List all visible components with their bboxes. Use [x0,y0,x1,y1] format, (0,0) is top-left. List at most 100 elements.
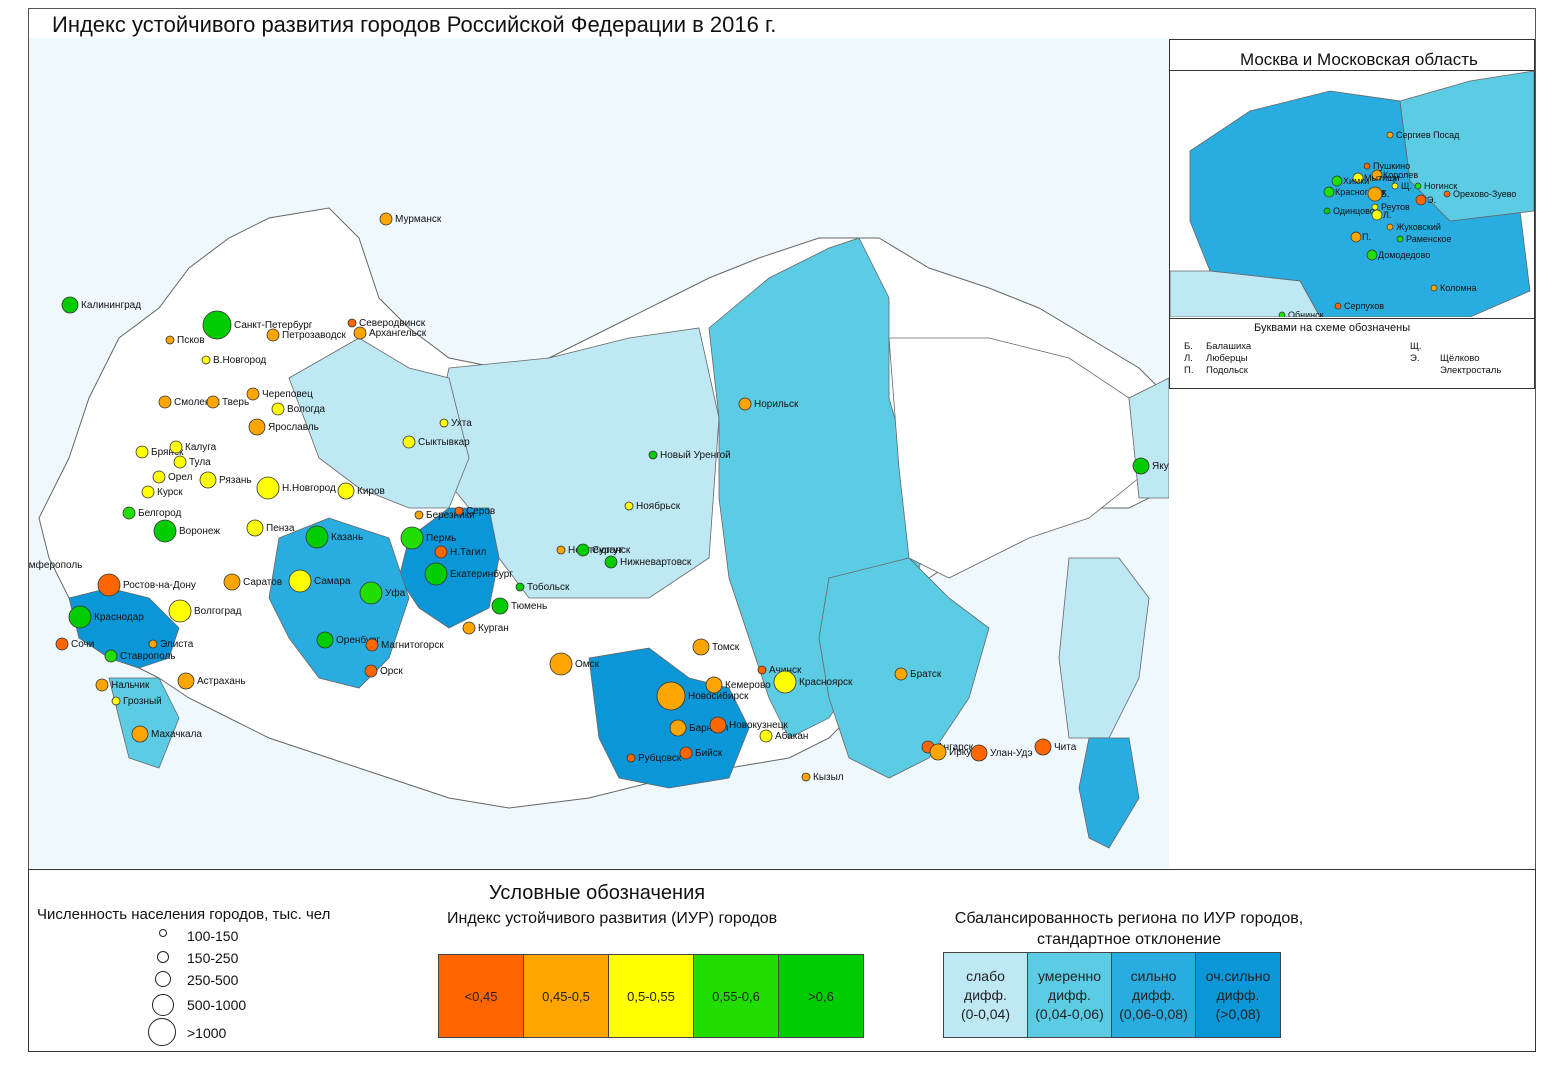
city-label: Элиста [160,639,194,650]
balance-label: (0-0,04) [960,1005,1011,1022]
city-marker: Ухта [439,418,472,429]
inset-city-dot [1334,302,1342,310]
inset-city-marker: Королев [1371,169,1418,181]
city-marker: Норильск [738,397,799,411]
city-dot [757,665,767,675]
city-marker: Новый Уренгой [648,450,731,461]
inset-city-dot [1366,249,1378,261]
iur-class-5: >0,6 [778,954,864,1038]
inset-divider [1170,318,1534,319]
city-marker: Пермь [400,526,456,550]
city-label: Красноярск [799,677,853,688]
inset-city-dot [1323,186,1335,198]
city-marker: Якутск [1132,457,1169,475]
city-dot [152,470,166,484]
inset-city-marker: Л. [1371,209,1391,221]
abbr-value: Люберцы [1206,353,1248,364]
city-dot [359,581,383,605]
city-label: Сургут [592,545,623,556]
city-label: Петрозаводск [282,330,347,341]
inset-city-dot [1371,169,1383,181]
city-marker: Нижневартовск [604,555,692,569]
city-dot [168,599,192,623]
city-label: Улан-Удэ [990,748,1033,759]
pop-class-label: 250-500 [187,972,239,988]
inset-city-dot [1443,190,1451,198]
city-label: Екатеринбург [450,568,513,580]
city-dot [104,649,118,663]
city-dot [223,573,241,591]
city-marker: Чита [1034,738,1077,756]
city-marker: Братск [894,667,942,681]
city-label: Братск [910,669,942,680]
pop-class-label: >1000 [187,1025,227,1041]
city-marker: Курск [141,485,183,499]
city-marker: Калуга [169,440,217,454]
city-dot [1034,738,1052,756]
city-dot [266,328,280,342]
inset-city-dot [1331,175,1343,187]
city-label: Брянск [151,447,184,458]
inset-city-dot [1415,194,1427,206]
inset-city-label: Жуковский [1396,222,1441,232]
city-label: Северодвинск [359,318,426,329]
city-dot [256,476,280,500]
inset-city-marker: Ногинск [1414,181,1457,191]
city-label: В.Новгород [213,355,266,366]
city-label: Орел [168,472,193,483]
iur-class-3: 0,5-0,55 [608,954,694,1038]
city-dot [648,450,658,460]
city-marker: Березники [414,510,475,521]
city-label: Иркутск [949,747,986,758]
city-marker: Брянск [135,445,184,459]
balance-label: дифф. [1216,986,1260,1003]
city-marker: Орск [364,664,403,678]
city-marker: Казань [305,525,363,549]
neighbor-region-weak [1170,270,1321,317]
city-label: Астрахань [197,676,246,687]
inset-city-label: Домодедово [1378,250,1430,260]
city-label: Тобольск [527,581,570,593]
russia-map: Мурманск Калининград Санкт-ПетербургПетроз… [29,38,1169,868]
city-marker: Симферополь [29,559,82,571]
city-marker: Новокузнецк [709,716,788,734]
city-dot [199,471,217,489]
balance-class-2: умеренно дифф. (0,04-0,06) [1027,952,1112,1038]
city-marker: Череповец [246,387,313,401]
city-marker: Курган [462,621,509,635]
inset-city-label: Серпухов [1344,301,1384,311]
balance-label: (>0,08) [1215,1005,1261,1022]
city-dot [347,318,357,328]
city-label: Томск [712,642,740,653]
city-label: Симферополь [29,559,82,571]
city-label: Смоленск [174,397,220,408]
city-dot [462,621,476,635]
city-label: Серов [466,506,495,517]
city-marker: Сочи [55,637,94,651]
pop-circle-2 [157,951,169,963]
region-irkutsk-moderate [818,557,990,779]
city-dot [201,355,211,365]
city-dot [248,418,266,436]
city-marker: Краснодар [68,605,144,629]
balance-label: дифф. [1132,986,1175,1003]
inset-city-label: Мытищи [1364,173,1400,183]
city-label: Краснодар [94,612,144,623]
city-dot [158,395,172,409]
city-dot [709,716,727,734]
city-dot [55,637,69,651]
city-marker: Нальчик [95,678,150,692]
inset-city-marker: Сергиев Посад [1386,130,1460,140]
city-label: Санкт-Петербург [234,319,313,331]
city-label: Ноябрьск [636,500,681,512]
city-dot [68,605,92,629]
city-marker: Рязань [199,471,252,489]
city-dot [970,744,988,762]
inset-city-label: Ногинск [1424,181,1457,191]
city-dot [626,753,636,763]
inset-city-marker: Мытищи [1352,172,1400,184]
inset-city-dot [1371,209,1383,221]
city-dot [379,212,393,226]
city-label: Белгород [138,508,182,519]
inset-city-label: Раменское [1406,234,1451,244]
